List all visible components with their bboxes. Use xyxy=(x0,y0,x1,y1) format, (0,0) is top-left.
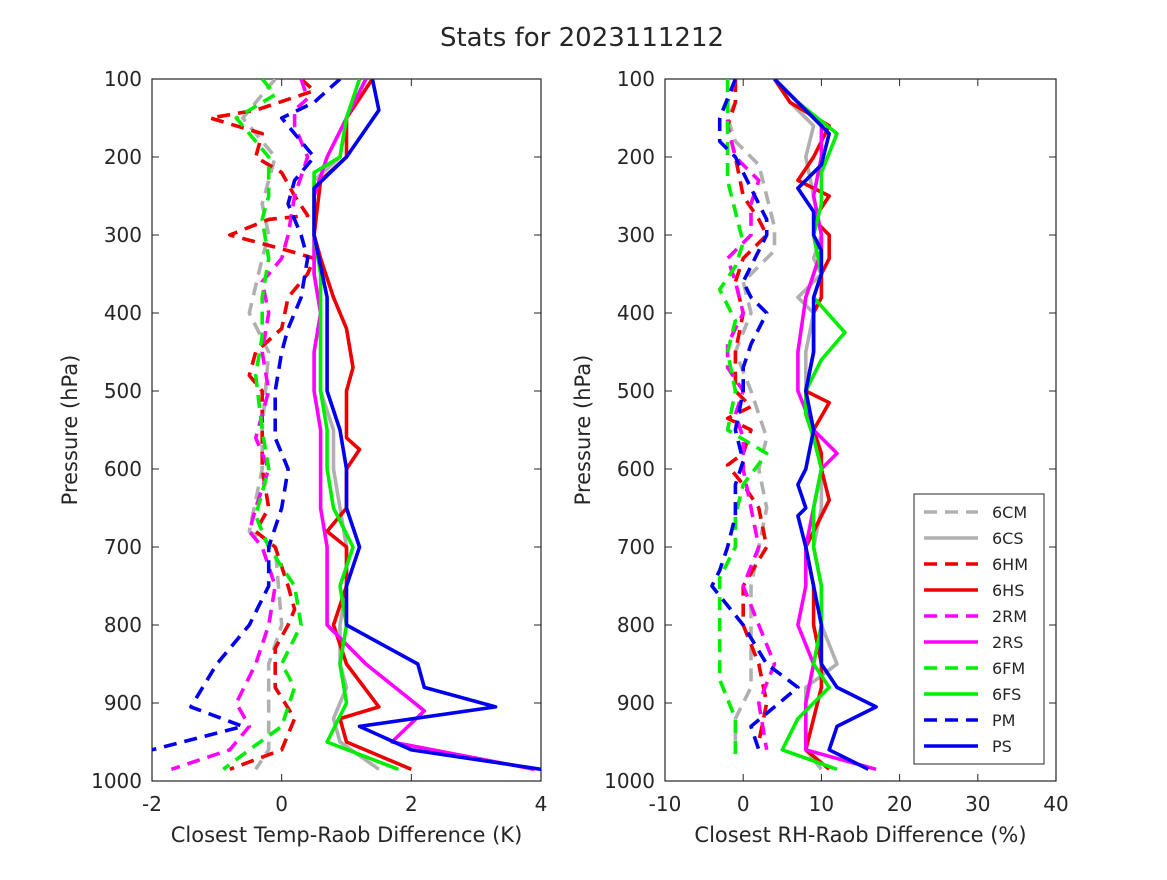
temp-xtick-label: 2 xyxy=(405,792,418,816)
rh-ytick-label: 1000 xyxy=(604,769,655,793)
rh-ytick-label: 200 xyxy=(617,145,655,169)
temp-xtick-label: 0 xyxy=(275,792,288,816)
temp-ytick-label: 1000 xyxy=(91,769,142,793)
rh-xtick-label: 20 xyxy=(887,792,912,816)
temp-series-6FM xyxy=(222,79,303,771)
rh-ytick-label: 600 xyxy=(617,457,655,481)
temp-ytick-label: 200 xyxy=(104,145,142,169)
rh-series-2RM xyxy=(725,79,777,751)
rh-ytick-label: 500 xyxy=(617,379,655,403)
rh-series-6FM xyxy=(717,79,769,758)
temp-ytick-label: 600 xyxy=(104,457,142,481)
rh-ytick-label: 300 xyxy=(617,223,655,247)
rh-ytick-label: 800 xyxy=(617,613,655,637)
rh-xtick-label: 10 xyxy=(809,792,834,816)
legend-label-PS: PS xyxy=(992,737,1012,756)
legend-label-2RS: 2RS xyxy=(992,633,1023,652)
rh-xtick-label: -10 xyxy=(649,792,682,816)
temp-ytick-label: 700 xyxy=(104,535,142,559)
temp-ytick-label: 300 xyxy=(104,223,142,247)
rh-xtick-label: 40 xyxy=(1043,792,1068,816)
rh-series-6CM xyxy=(725,79,777,750)
rh-ytick-label: 900 xyxy=(617,691,655,715)
temp-series-PM xyxy=(152,79,342,752)
temp-ytick-label: 500 xyxy=(104,379,142,403)
temp-xtick-label: 4 xyxy=(535,792,548,816)
temp-ytick-label: 900 xyxy=(104,691,142,715)
rh-series-PS xyxy=(773,79,878,771)
temp-ytick-label: 100 xyxy=(104,67,142,91)
rh-y-axis-label: Pressure (hPa) xyxy=(571,355,595,506)
temp-series-2RM xyxy=(170,79,310,772)
rh-ytick-label: 100 xyxy=(617,67,655,91)
legend-label-6FS: 6FS xyxy=(992,685,1021,704)
rh-ytick-label: 400 xyxy=(617,301,655,325)
legend-label-6HM: 6HM xyxy=(992,555,1028,574)
legend-label-6CS: 6CS xyxy=(992,529,1024,548)
legend-label-6HS: 6HS xyxy=(992,581,1024,600)
legend-label-6FM: 6FM xyxy=(992,659,1025,678)
temp-xtick-label: -2 xyxy=(142,792,162,816)
rh-ytick-label: 700 xyxy=(617,535,655,559)
legend-label-PM: PM xyxy=(992,711,1015,730)
temp-series-6CM xyxy=(241,79,284,771)
temp-ytick-label: 400 xyxy=(104,301,142,325)
legend-box xyxy=(913,493,1045,765)
rh-series-6FS xyxy=(773,79,847,771)
temp-series-6HM xyxy=(208,79,316,771)
rh-xtick-label: 0 xyxy=(737,792,750,816)
rh-series-PM xyxy=(710,79,800,751)
rh-xtick-label: 30 xyxy=(965,792,990,816)
figure-title: Stats for 2023111212 xyxy=(440,23,724,53)
temp-ytick-label: 800 xyxy=(104,613,142,637)
legend-label-6CM: 6CM xyxy=(992,503,1027,522)
legend-label-2RM: 2RM xyxy=(992,607,1027,626)
temp-x-axis-label: Closest Temp-Raob Difference (K) xyxy=(171,823,523,847)
temp-y-axis-label: Pressure (hPa) xyxy=(58,355,82,506)
temp-series-PS xyxy=(312,79,541,772)
temp-series-6FS xyxy=(312,79,400,771)
rh-x-axis-label: Closest RH-Raob Difference (%) xyxy=(694,823,1026,847)
